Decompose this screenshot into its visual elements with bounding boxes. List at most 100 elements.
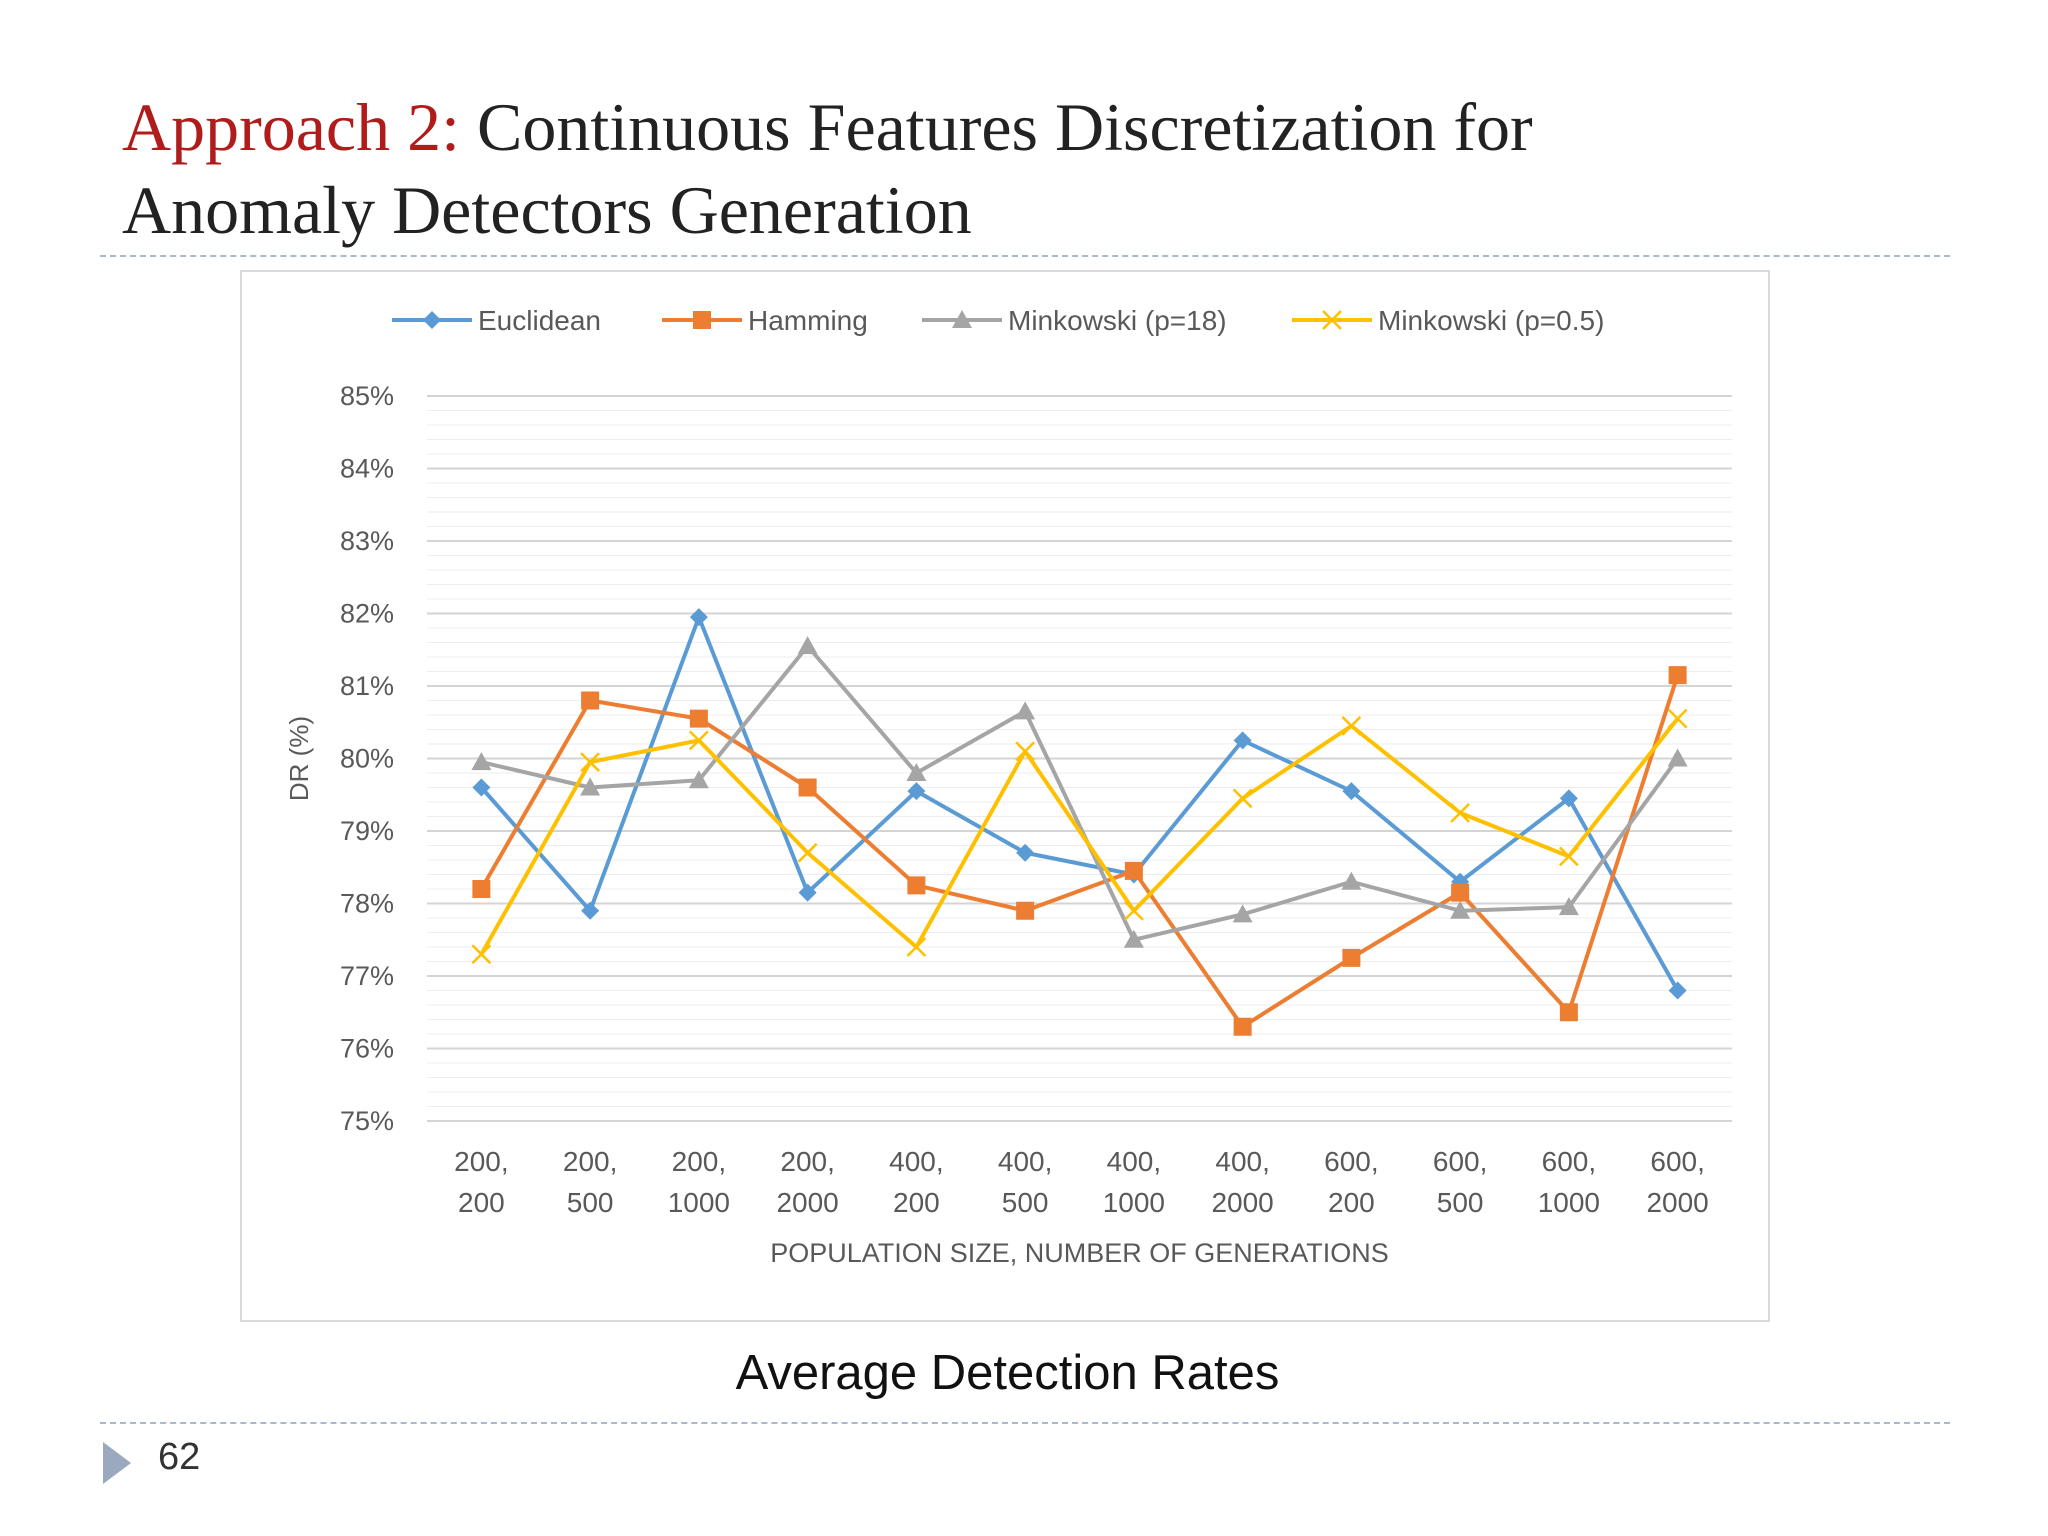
y-tick-label: 83%: [340, 526, 394, 556]
x-tick-label: 600,: [1324, 1146, 1379, 1177]
data-point-euclidean: [581, 901, 600, 920]
legend-label-minkowski-p-18: Minkowski (p=18): [1008, 305, 1227, 336]
data-point-minkowski-p-18: [580, 777, 601, 796]
x-tick-label: 600,: [1433, 1146, 1488, 1177]
x-tick-label: 2000: [1646, 1187, 1708, 1218]
x-tick-label: 1000: [1538, 1187, 1600, 1218]
slide-title: Approach 2: Continuous Features Discreti…: [122, 86, 2002, 252]
x-tick-label: 400,: [998, 1146, 1053, 1177]
chart-frame: 75% 76% 77% 78% 79% 80% 81% 82% 83% 84% 85% 200, 200…: [240, 270, 1770, 1322]
y-tick-label: 76%: [340, 1034, 394, 1064]
slide-title-line2: Anomaly Detectors Generation: [122, 172, 972, 248]
page-marker-icon: [103, 1442, 131, 1484]
data-point-euclidean: [907, 782, 926, 801]
series-line-hamming: [479, 674, 1680, 1029]
x-tick-label: 200,: [672, 1146, 727, 1177]
data-point-minkowski-p-18: [1232, 904, 1253, 923]
data-point-minkowski-p-0-5: [797, 842, 818, 863]
data-point-euclidean: [1559, 789, 1578, 808]
x-tick-label: 2000: [776, 1187, 838, 1218]
data-point-minkowski-p-0-5: [580, 752, 601, 773]
x-tick-label: 1000: [1103, 1187, 1165, 1218]
legend-marker-hamming: [693, 311, 711, 329]
x-tick-label: 400,: [1107, 1146, 1162, 1177]
data-point-minkowski-p-18: [1558, 897, 1579, 916]
data-point-minkowski-p-18: [471, 752, 492, 771]
data-point-euclidean: [472, 778, 491, 797]
data-point-minkowski-p-0-5: [1123, 900, 1144, 921]
data-point-hamming: [1016, 901, 1035, 920]
data-point-minkowski-p-0-5: [1450, 802, 1471, 823]
data-point-hamming: [1342, 948, 1361, 967]
x-tick-label: 200,: [563, 1146, 618, 1177]
slide-title-accent: Approach 2:: [122, 89, 461, 165]
y-tick-label: 84%: [340, 454, 394, 484]
legend-marker-minkowski-p-18: [952, 310, 972, 328]
data-point-minkowski-p-0-5: [471, 944, 492, 965]
data-point-hamming: [689, 709, 708, 728]
x-tick-label: 200,: [454, 1146, 509, 1177]
y-tick-label: 81%: [340, 671, 394, 701]
data-point-minkowski-p-18: [1015, 701, 1036, 720]
x-tick-label: 2000: [1211, 1187, 1273, 1218]
data-point-euclidean: [1342, 782, 1361, 801]
data-point-minkowski-p-0-5: [688, 730, 709, 751]
data-point-minkowski-p-0-5: [1667, 708, 1688, 729]
page-number: 62: [158, 1436, 201, 1478]
data-point-minkowski-p-0-5: [1558, 846, 1579, 867]
line-chart: 75% 76% 77% 78% 79% 80% 81% 82% 83% 84% 85% 200, 200…: [284, 305, 1732, 1268]
data-point-euclidean: [1668, 981, 1687, 1000]
x-tick-label: 400,: [889, 1146, 944, 1177]
x-tick-label: 200: [1328, 1187, 1375, 1218]
y-tick-label: 82%: [340, 599, 394, 629]
data-point-minkowski-p-18: [1341, 871, 1362, 890]
data-point-hamming: [1451, 883, 1470, 902]
y-tick-label: 85%: [340, 381, 394, 411]
x-tick-label: 1000: [668, 1187, 730, 1218]
x-tick-label: 200: [458, 1187, 505, 1218]
legend-label-hamming: Hamming: [748, 305, 868, 336]
data-point-hamming: [581, 691, 600, 710]
x-tick-label: 500: [1437, 1187, 1484, 1218]
data-point-euclidean: [689, 608, 708, 627]
y-tick-label: 78%: [340, 889, 394, 919]
legend-label-minkowski-p-0-5: Minkowski (p=0.5): [1378, 305, 1604, 336]
x-tick-label: 200: [893, 1187, 940, 1218]
data-point-hamming: [1559, 1003, 1578, 1022]
data-point-minkowski-p-18: [1123, 929, 1144, 948]
legend-label-euclidean: Euclidean: [478, 305, 601, 336]
data-point-minkowski-p-18: [1667, 748, 1688, 767]
footer-divider: [100, 1422, 1950, 1424]
x-tick-label: 600,: [1650, 1146, 1705, 1177]
y-axis-title: DR (%): [284, 716, 314, 801]
series-line-minkowski-p-0-5: [479, 717, 1680, 956]
x-tick-label: 600,: [1542, 1146, 1597, 1177]
data-point-euclidean: [1016, 843, 1035, 862]
series-line-minkowski-p-18: [480, 644, 1680, 942]
x-tick-label: 500: [567, 1187, 614, 1218]
data-point-minkowski-p-18: [797, 636, 818, 655]
legend-marker-minkowski-p-0-5: [1322, 310, 1342, 330]
data-point-minkowski-p-18: [688, 770, 709, 789]
data-point-hamming: [472, 880, 491, 898]
data-point-minkowski-p-18: [906, 763, 927, 781]
data-point-euclidean: [798, 883, 817, 902]
data-point-hamming: [1668, 666, 1687, 685]
y-tick-label: 79%: [340, 816, 394, 846]
data-point-euclidean: [1233, 731, 1252, 750]
x-tick-label: 400,: [1215, 1146, 1270, 1177]
y-tick-label: 75%: [340, 1106, 394, 1136]
x-tick-label: 200,: [780, 1146, 835, 1177]
data-point-minkowski-p-0-5: [1232, 788, 1253, 809]
data-point-hamming: [798, 778, 817, 797]
slide-title-line1: Continuous Features Discretization for: [477, 89, 1533, 165]
data-point-minkowski-p-0-5: [906, 937, 927, 957]
y-tick-label: 77%: [340, 961, 394, 991]
legend-marker-euclidean: [423, 311, 441, 329]
data-point-hamming: [1124, 861, 1143, 880]
chart-caption: Average Detection Rates: [735, 1346, 1280, 1400]
data-point-minkowski-p-0-5: [1341, 715, 1362, 736]
data-point-hamming: [1233, 1017, 1252, 1036]
x-tick-label: 500: [1002, 1187, 1049, 1218]
title-divider: [100, 255, 1950, 257]
